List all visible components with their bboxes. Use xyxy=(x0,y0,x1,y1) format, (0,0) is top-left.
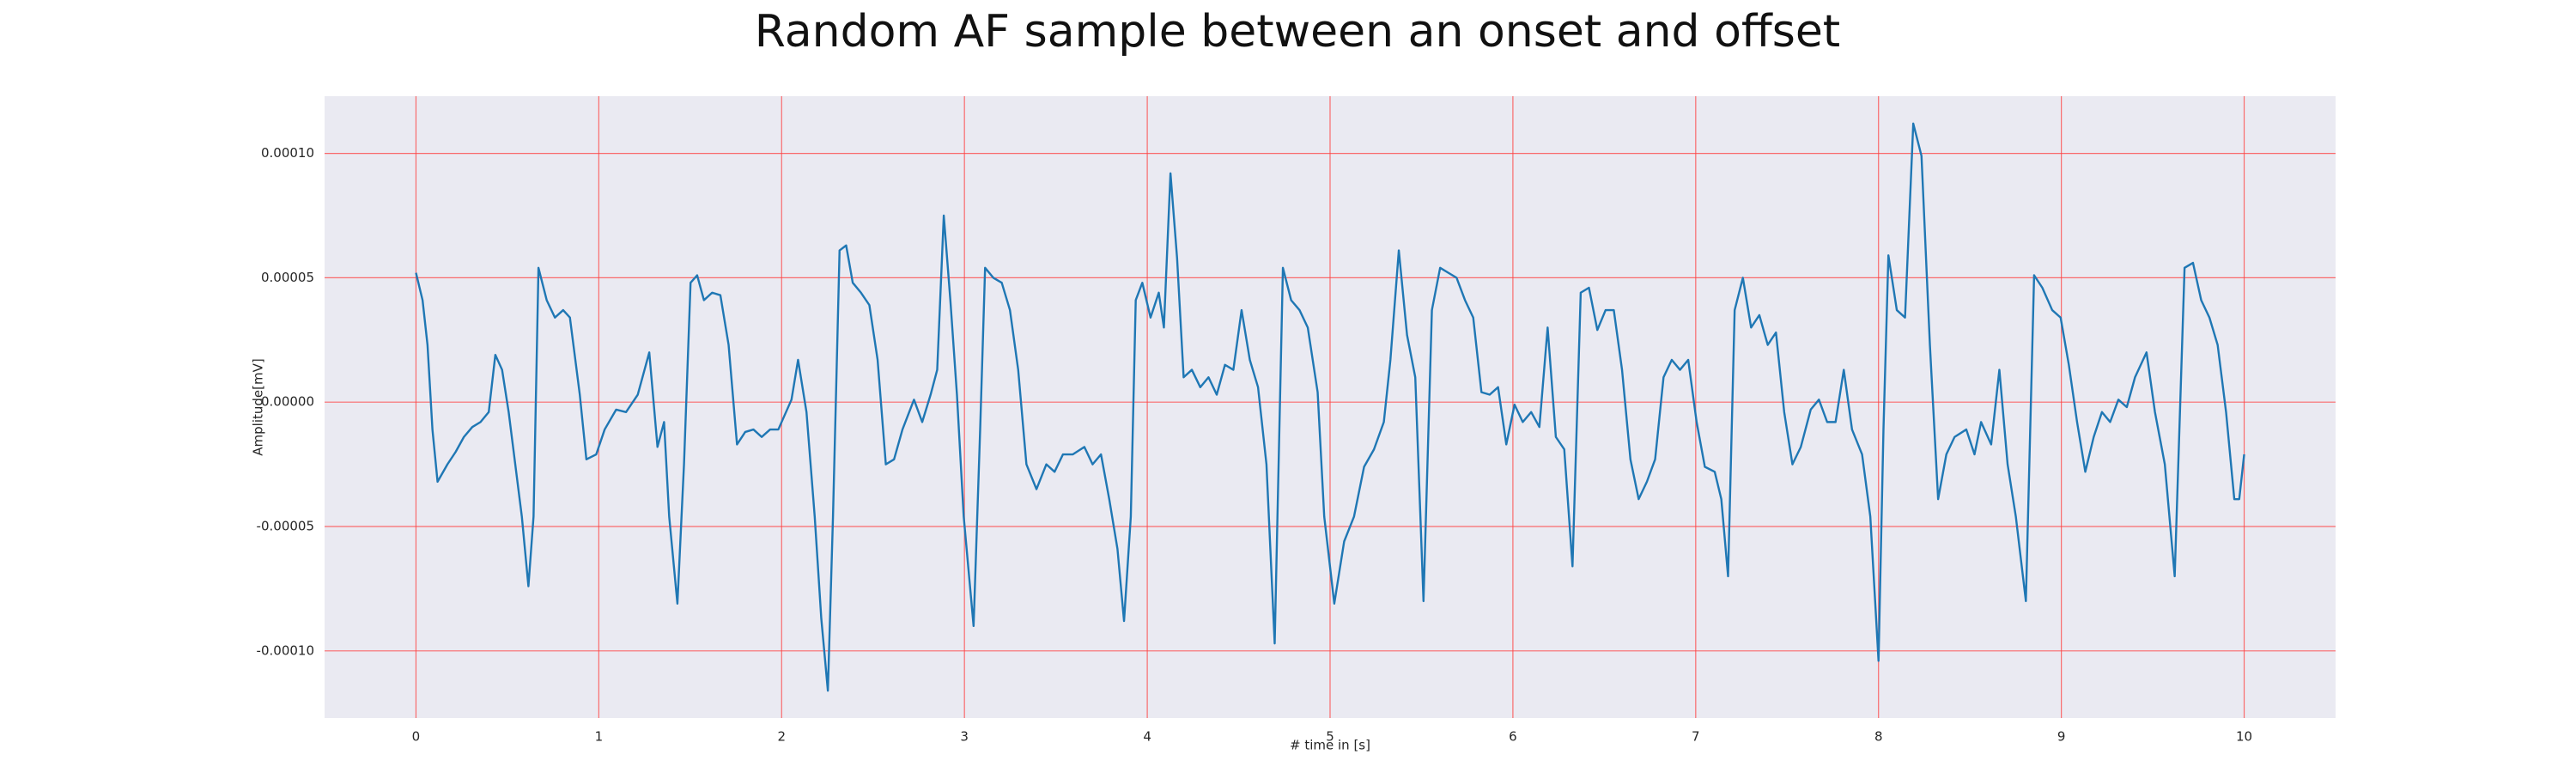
x-tick-label: 2 xyxy=(777,729,786,745)
y-tick-label: 0.00000 xyxy=(261,394,314,410)
x-tick-label: 7 xyxy=(1692,729,1700,745)
x-tick-label: 8 xyxy=(1874,729,1883,745)
x-axis-label: # time in [s] xyxy=(1290,738,1370,753)
x-tick-label: 3 xyxy=(960,729,969,745)
y-tick-label: 0.00010 xyxy=(261,145,314,161)
y-axis-label: Amplitude[mV] xyxy=(251,358,266,455)
signal-line xyxy=(415,122,2245,692)
x-tick-label: 0 xyxy=(412,729,421,745)
y-tick-label: -0.00010 xyxy=(257,642,314,658)
x-tick-label: 10 xyxy=(2236,729,2252,745)
x-tick-label: 9 xyxy=(2057,729,2066,745)
y-tick-label: 0.00005 xyxy=(261,270,314,285)
y-tick-label: -0.00005 xyxy=(257,519,314,534)
x-tick-label: 1 xyxy=(595,729,604,745)
x-tick-label: 5 xyxy=(1326,729,1334,745)
x-tick-label: 6 xyxy=(1509,729,1517,745)
chart-title: Random AF sample between an onset and of… xyxy=(755,6,1840,58)
x-tick-label: 4 xyxy=(1143,729,1151,745)
